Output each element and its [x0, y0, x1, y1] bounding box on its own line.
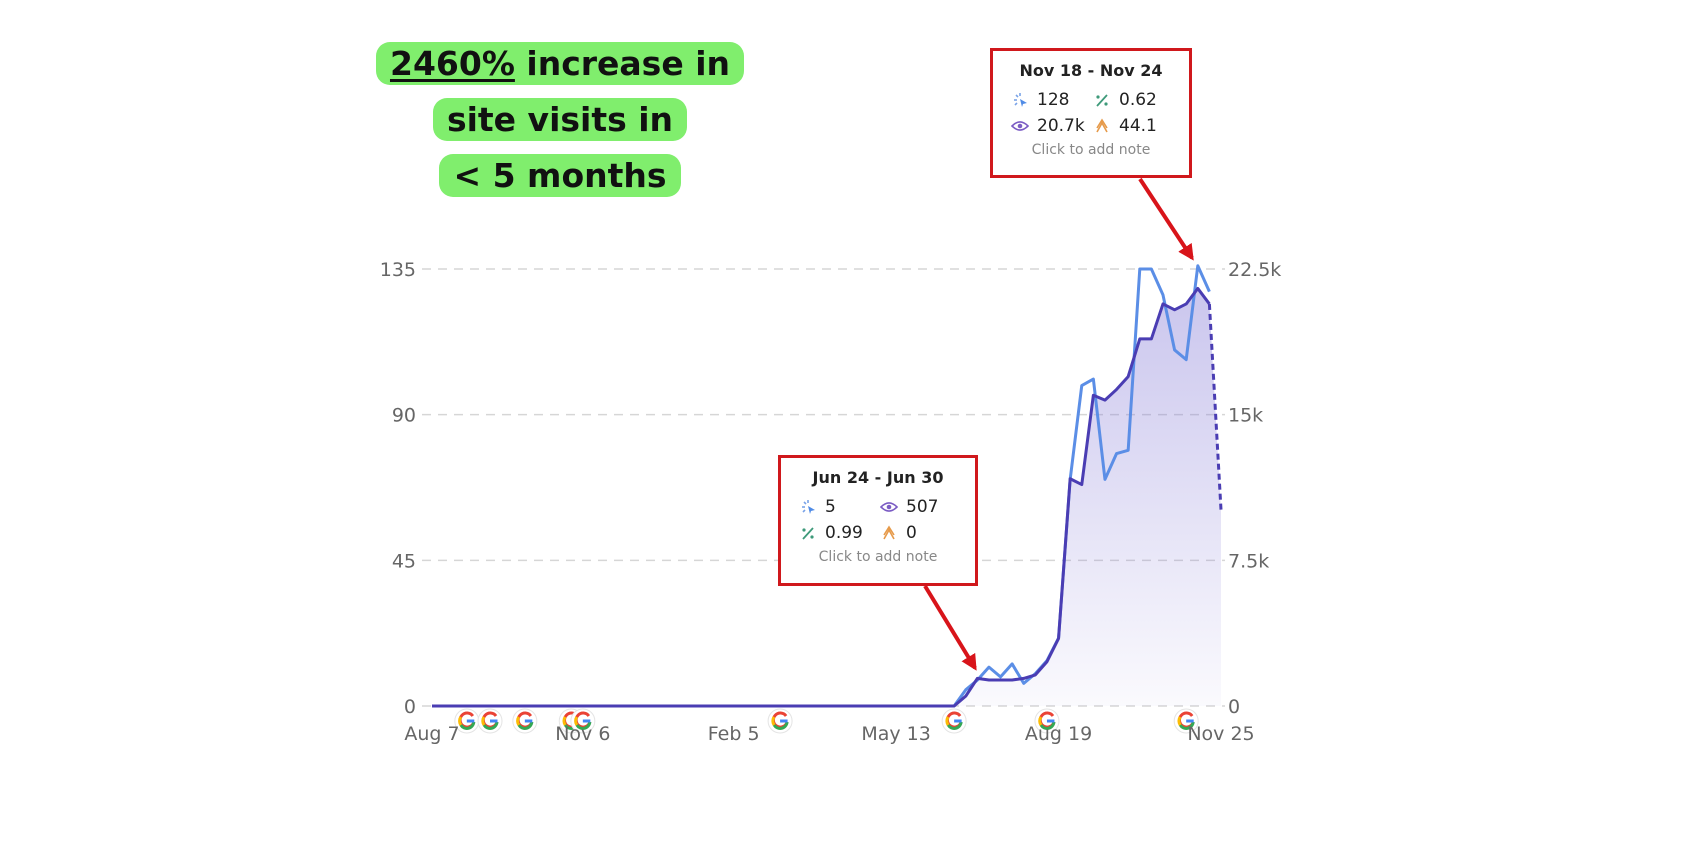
arrow-to-jun-24: [923, 584, 977, 671]
google-update-icon: [454, 708, 480, 734]
eye-icon: [1011, 121, 1029, 131]
position-chevron-icon: [883, 525, 895, 540]
headline-callout: 2460% increase in site visits in < 5 mon…: [370, 36, 750, 204]
add-note-link[interactable]: Click to add note: [1031, 142, 1151, 158]
arrow-to-nov-18: [1138, 177, 1194, 261]
clicks-value: 128: [1037, 90, 1070, 110]
x-tick-label: Nov 25: [1187, 723, 1254, 745]
eye-icon: [880, 502, 898, 512]
impressions-area: [432, 288, 1221, 706]
y-left-tick-label: 90: [392, 405, 416, 427]
google-update-icon: [1173, 708, 1199, 734]
y-right-tick-label: 22.5k: [1228, 259, 1281, 281]
tooltip-title: Nov 18 - Nov 24: [1019, 61, 1163, 80]
google-update-icon: [512, 708, 538, 734]
y-right-tick-label: 7.5k: [1228, 550, 1269, 572]
headline-line3: < 5 months: [439, 154, 681, 197]
headline-line2: site visits in: [432, 98, 688, 141]
google-update-icon: [570, 708, 596, 734]
x-tick-label: Feb 5: [708, 723, 760, 745]
google-update-icon: [477, 708, 503, 734]
add-note-link[interactable]: Click to add note: [818, 549, 938, 565]
ctr-value: 0.99: [825, 523, 863, 543]
impressions-partial-line: [1207, 303, 1223, 510]
cursor-click-icon: [1014, 93, 1027, 107]
tooltip-title: Jun 24 - Jun 30: [812, 468, 944, 487]
impressions-value: 20.7k: [1037, 116, 1085, 136]
x-tick-label: Aug 7: [404, 723, 459, 745]
headline-line1: increase in: [514, 44, 731, 83]
impressions-line: [432, 286, 1211, 708]
google-update-icon: [941, 708, 967, 734]
tooltip-nov-18[interactable]: Nov 18 - Nov 24 128 0.62 20.7k 44.1 Clic…: [990, 48, 1192, 178]
percent-icon: [1096, 94, 1108, 107]
y-right-tick-label: 15k: [1228, 405, 1263, 427]
position-value: 44.1: [1119, 116, 1157, 136]
ctr-value: 0.62: [1119, 90, 1157, 110]
tooltip-jun-24[interactable]: Jun 24 - Jun 30 5 507 0.99 0 Click to ad…: [778, 455, 978, 586]
x-tick-label: Aug 19: [1025, 723, 1092, 745]
y-right-tick-label: 0: [1228, 696, 1240, 718]
impressions-value: 507: [906, 497, 939, 517]
position-value: 0: [906, 523, 917, 543]
google-update-icon: [1034, 708, 1060, 734]
headline-percentage: 2460%: [389, 44, 515, 83]
x-tick-label: Nov 6: [555, 723, 610, 745]
percent-icon: [802, 527, 814, 540]
clicks-value: 5: [825, 497, 836, 517]
x-tick-label: May 13: [861, 723, 931, 745]
cursor-click-icon: [802, 500, 815, 514]
y-left-tick-label: 45: [392, 550, 416, 572]
y-left-tick-label: 0: [404, 696, 416, 718]
y-left-tick-label: 135: [380, 259, 416, 281]
position-chevron-icon: [1096, 118, 1108, 133]
google-update-icon: [767, 708, 793, 734]
